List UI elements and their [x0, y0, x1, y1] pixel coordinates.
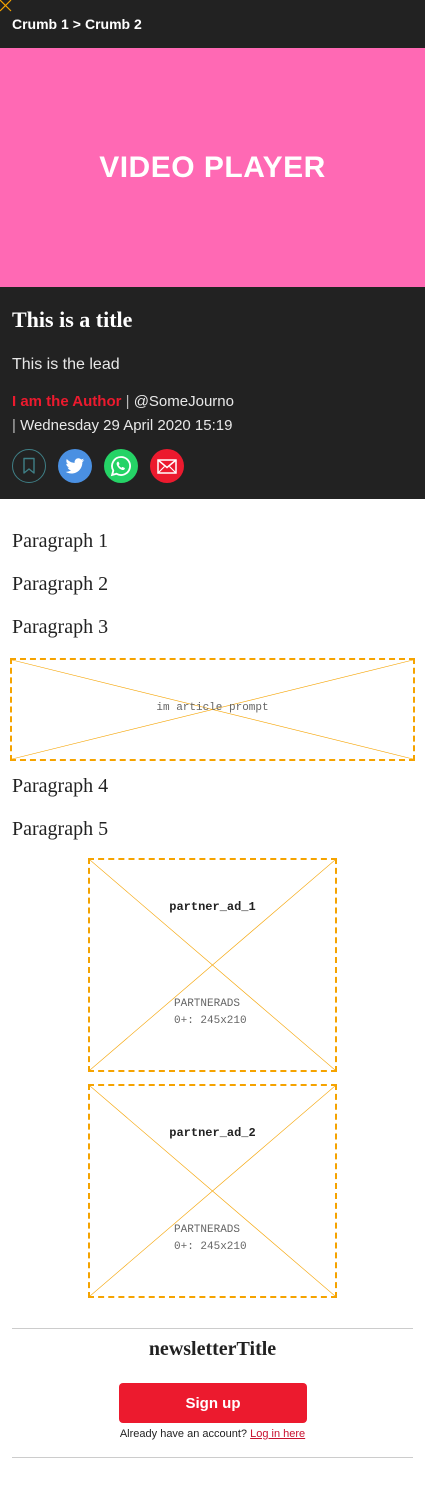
publish-date: Wednesday 29 April 2020 15:19: [20, 417, 233, 434]
corner-marker-icon: [0, 0, 12, 12]
article-header: This is a title This is the lead I am th…: [0, 287, 425, 499]
ad-slot-name: partner_ad_1: [169, 900, 256, 914]
whatsapp-icon: [110, 456, 131, 477]
placeholder-label: im article prompt: [156, 702, 269, 714]
ad-slot-size: 0+: 245x210: [174, 1241, 247, 1253]
newsletter-divider-top: [12, 1328, 413, 1329]
breadcrumb: Crumb 1 > Crumb 2: [12, 16, 142, 32]
newsletter-title: newsletterTitle: [148, 1338, 277, 1360]
ad-slot-caption: PARTNERADS 0+: 245x210: [174, 996, 247, 1030]
paragraph: Paragraph 5: [12, 818, 109, 840]
ad-slot-size: 0+: 245x210: [174, 1015, 247, 1027]
ad-slot-provider: PARTNERADS: [174, 1224, 241, 1236]
ad-slot-name: partner_ad_2: [169, 1126, 256, 1140]
bookmark-button[interactable]: [12, 449, 46, 483]
breadcrumb-separator: >: [72, 16, 81, 32]
login-prompt-text: Already have an account?: [119, 1428, 248, 1440]
placeholder-cross-icon: [12, 660, 413, 759]
author-handle[interactable]: @SomeJourno: [133, 393, 234, 410]
twitter-icon: [65, 457, 85, 473]
partner-ad-1-placeholder[interactable]: partner_ad_1 PARTNERADS 0+: 245x210: [88, 858, 337, 1072]
author-link[interactable]: I am the Author: [12, 393, 122, 410]
login-prompt: Already have an account? Log in here: [0, 1428, 425, 1440]
partner-ad-2-placeholder[interactable]: partner_ad_2 PARTNERADS 0+: 245x210: [88, 1084, 337, 1298]
paragraph: Paragraph 1: [12, 530, 109, 552]
email-icon: [157, 458, 177, 474]
byline: I am the Author | @SomeJourno | Wednesda…: [12, 390, 412, 438]
paragraph: Paragraph 2: [12, 573, 109, 595]
date-separator: |: [12, 417, 16, 434]
byline-separator: |: [125, 393, 130, 410]
top-bar: Crumb 1 > Crumb 2: [0, 0, 425, 48]
bookmark-icon: [23, 457, 35, 474]
paragraph: Paragraph 4: [12, 775, 109, 797]
share-whatsapp-button[interactable]: [104, 449, 138, 483]
placeholder-cross-icon: [90, 1086, 335, 1296]
newsletter-divider-bottom: [12, 1457, 413, 1458]
paragraph: Paragraph 3: [12, 616, 109, 638]
ad-slot-caption: PARTNERADS 0+: 245x210: [174, 1222, 247, 1256]
video-player-label: VIDEO PLAYER: [99, 150, 326, 184]
breadcrumb-item-1[interactable]: Crumb 1: [12, 16, 69, 32]
signup-button[interactable]: Sign up: [119, 1383, 307, 1423]
im-article-prompt-placeholder: im article prompt: [10, 658, 415, 761]
login-link[interactable]: Log in here: [250, 1428, 306, 1440]
article-title: This is a title: [12, 307, 133, 332]
share-twitter-button[interactable]: [58, 449, 92, 483]
video-player[interactable]: VIDEO PLAYER: [0, 48, 425, 287]
share-bar: [12, 449, 184, 483]
article-lead: This is the lead: [12, 356, 120, 373]
placeholder-cross-icon: [90, 860, 335, 1070]
breadcrumb-item-2[interactable]: Crumb 2: [84, 16, 142, 32]
ad-slot-provider: PARTNERADS: [174, 998, 241, 1010]
share-email-button[interactable]: [150, 449, 184, 483]
